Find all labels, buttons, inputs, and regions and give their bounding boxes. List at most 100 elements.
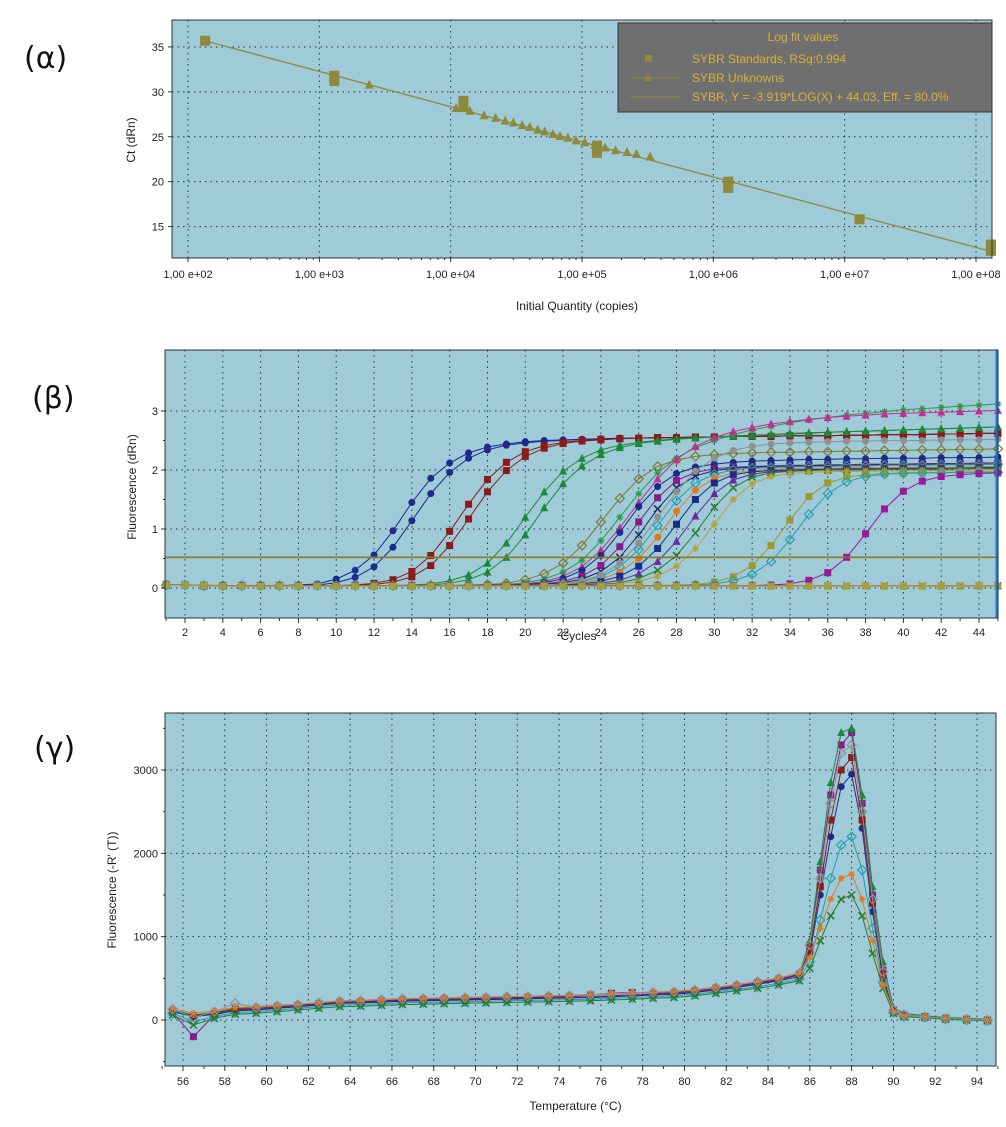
beta-point (616, 559, 624, 567)
alpha-unknown-point (580, 137, 590, 147)
beta-point (805, 582, 813, 590)
beta-point (975, 401, 983, 409)
beta-point (786, 470, 794, 478)
gamma-x-tick-label: 74 (553, 1076, 565, 1088)
gamma-point (940, 1012, 952, 1024)
alpha-x-tick-label: 1,00 e+05 (557, 269, 606, 281)
gamma-point (816, 866, 824, 874)
beta-point (918, 431, 926, 439)
beta-point (822, 488, 834, 499)
alpha-unknown-point (364, 79, 374, 89)
gamma-point (480, 991, 492, 1003)
beta-point (691, 441, 700, 450)
beta-point (408, 573, 416, 581)
beta-point (483, 446, 491, 454)
gamma-point (732, 986, 741, 995)
gamma-x-tick-label: 62 (302, 1076, 314, 1088)
beta-point (710, 433, 719, 442)
gamma-point (377, 1001, 386, 1010)
beta-point (615, 443, 624, 452)
beta-y-axis-label: Fluorescence (dRn) (125, 434, 139, 539)
beta-point (956, 423, 965, 432)
gamma-point (846, 831, 857, 843)
gamma-point (523, 998, 532, 1007)
gamma-point (668, 986, 680, 998)
alpha-y-tick-label: 35 (152, 42, 164, 54)
beta-point (784, 534, 796, 545)
gamma-point (858, 895, 866, 903)
beta-point (710, 454, 718, 462)
beta-point (748, 431, 757, 440)
beta-point (710, 466, 719, 475)
gamma-point (376, 994, 387, 1006)
gamma-x-tick-label: 86 (804, 1076, 816, 1088)
beta-x-tick-label: 26 (633, 627, 645, 639)
panel-label-alpha: (α) (24, 41, 67, 76)
alpha-unknown-point (563, 132, 573, 142)
beta-point (899, 408, 908, 417)
gamma-point (837, 895, 846, 904)
beta-point (937, 582, 945, 590)
beta-point (672, 434, 681, 443)
beta-x-tick-label: 44 (973, 627, 985, 639)
legend-entry-standards: SYBR Standards, RSq:0.994 (692, 52, 846, 66)
beta-point (370, 582, 378, 590)
beta-point (597, 582, 605, 590)
alpha-x-tick-label: 1,00 e+04 (426, 269, 475, 281)
gamma-x-tick-label: 90 (887, 1076, 899, 1088)
gamma-point (628, 995, 637, 1004)
gamma-point (273, 1001, 281, 1009)
beta-point (597, 537, 605, 545)
gamma-point (826, 778, 835, 786)
gamma-point (835, 747, 847, 759)
beta-point (691, 582, 699, 590)
gamma-marks (167, 723, 993, 1041)
beta-point (351, 573, 359, 581)
beta-point (880, 409, 889, 418)
beta-point (691, 433, 700, 442)
gamma-x-tick-label: 60 (260, 1076, 272, 1088)
beta-point (710, 578, 718, 586)
beta-point (294, 582, 302, 590)
gamma-point (272, 1007, 282, 1016)
gamma-x-tick-label: 80 (678, 1076, 690, 1088)
beta-point (824, 479, 832, 487)
beta-point (899, 437, 907, 444)
alpha-standard-point (458, 102, 469, 113)
gamma-y-tick-label: 1000 (134, 932, 158, 944)
beta-x-tick-label: 8 (295, 627, 301, 639)
alpha-standard-point (200, 35, 211, 46)
beta-point (219, 582, 227, 590)
beta-point (880, 470, 888, 478)
beta-point (502, 458, 510, 466)
gamma-point (357, 996, 365, 1004)
beta-point (483, 558, 492, 567)
beta-x-tick-label: 18 (481, 627, 493, 639)
beta-point (805, 493, 813, 501)
beta-point (673, 562, 681, 570)
beta-point (842, 427, 851, 436)
alpha-unknown-point (451, 103, 461, 113)
alpha-standard-point (458, 95, 469, 106)
beta-point (729, 483, 738, 492)
beta-point (937, 424, 946, 433)
gamma-point (826, 911, 835, 920)
beta-point (824, 569, 832, 577)
beta-point (595, 516, 607, 528)
beta-point (578, 461, 586, 470)
beta-point (843, 467, 851, 475)
gamma-point (877, 966, 889, 978)
beta-point (937, 407, 946, 416)
beta-point (446, 468, 454, 476)
alpha-standard-point (723, 182, 734, 193)
gamma-point (398, 995, 406, 1002)
beta-point (654, 483, 662, 491)
gamma-point (544, 997, 553, 1006)
beta-point (710, 489, 719, 498)
beta-point (767, 542, 775, 550)
beta-point (862, 431, 870, 439)
beta-point (653, 566, 662, 575)
beta-x-tick-label: 30 (708, 627, 720, 639)
gamma-point (419, 1000, 428, 1009)
